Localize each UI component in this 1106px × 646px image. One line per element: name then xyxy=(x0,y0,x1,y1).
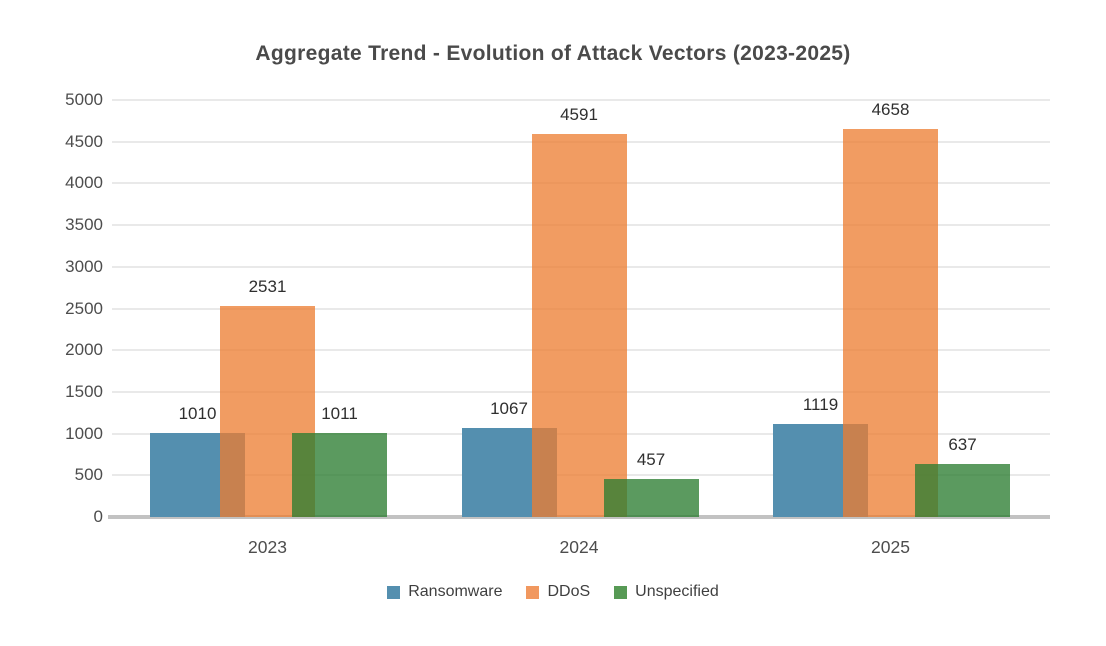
y-tick-label-3000: 3000 xyxy=(65,256,103,276)
legend-item-ransomware: Ransomware xyxy=(387,583,502,601)
x-axis-label-2023: 2023 xyxy=(248,537,287,557)
value-label-ddos-2025: 4658 xyxy=(871,99,910,119)
legend: Ransomware DDoS Unspecified xyxy=(0,583,1106,601)
x-axis-baseline xyxy=(108,515,1050,519)
x-axis-label-2024: 2024 xyxy=(559,537,599,557)
value-label-ddos-2023: 2531 xyxy=(248,276,287,296)
legend-label-ransomware: Ransomware xyxy=(408,583,503,600)
bar-unspecified-2024 xyxy=(603,478,699,517)
value-label-ransomware-2025: 1119 xyxy=(802,394,839,414)
legend-item-ddos: DDoS xyxy=(526,583,590,601)
value-label-unspecified-2025: 637 xyxy=(948,434,977,454)
value-label-unspecified-2023: 1011 xyxy=(321,403,358,423)
bar-ddos-2025 xyxy=(843,128,938,517)
gridline-5000 xyxy=(112,99,1050,101)
y-tick-label-1500: 1500 xyxy=(65,381,103,401)
y-tick-label-0: 0 xyxy=(93,507,103,526)
value-label-ransomware-2024: 1067 xyxy=(490,399,528,418)
y-tick-label-2500: 2500 xyxy=(65,298,103,318)
value-label-unspecified-2024: 457 xyxy=(636,449,666,469)
y-tick-label-1000: 1000 xyxy=(65,423,103,443)
y-tick-label-2000: 2000 xyxy=(65,340,103,360)
y-tick-label-5000: 5000 xyxy=(65,90,103,109)
y-tick-label-3500: 3500 xyxy=(65,215,103,235)
y-tick-label-500: 500 xyxy=(74,465,103,485)
chart-title: Aggregate Trend - Evolution of Attack Ve… xyxy=(255,42,851,65)
bar-ddos-2024 xyxy=(531,134,627,517)
x-axis-label-2025: 2025 xyxy=(871,537,910,557)
bar-unspecified-2023 xyxy=(292,432,387,517)
legend-label-unspecified: Unspecified xyxy=(635,583,719,600)
y-tick-label-4000: 4000 xyxy=(65,173,103,193)
legend-label-ddos: DDoS xyxy=(547,583,591,600)
value-label-ransomware-2023: 1010 xyxy=(178,403,217,423)
legend-swatch-ransomware-icon xyxy=(387,585,401,599)
legend-swatch-unspecified-icon xyxy=(614,585,628,599)
legend-item-unspecified: Unspecified xyxy=(614,583,719,601)
y-tick-label-4500: 4500 xyxy=(65,131,103,151)
bar-unspecified-2025 xyxy=(915,463,1010,517)
value-label-ddos-2024: 4591 xyxy=(560,105,598,125)
legend-swatch-ddos-icon xyxy=(526,585,540,599)
